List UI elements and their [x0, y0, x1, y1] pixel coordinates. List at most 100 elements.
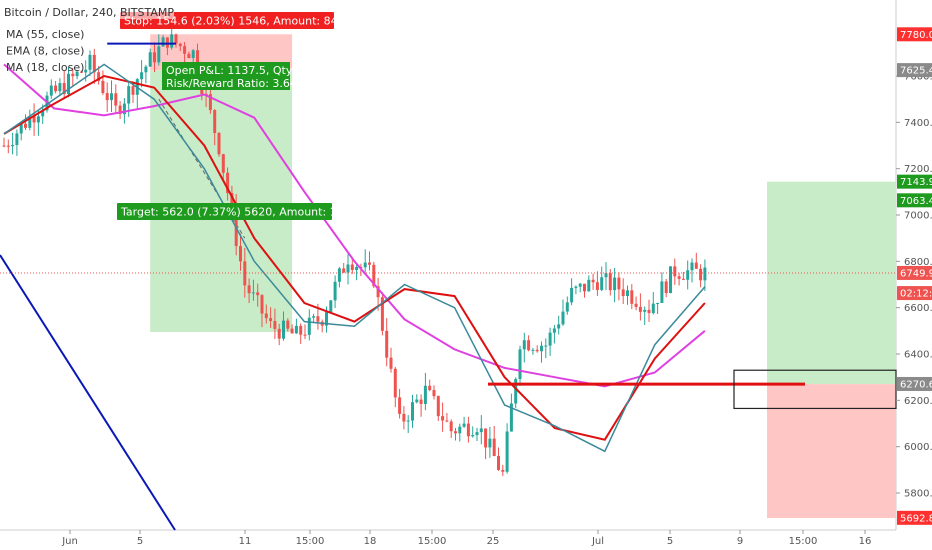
candle-body [49, 85, 53, 96]
candle-body [217, 132, 221, 155]
candle-body [213, 110, 217, 133]
candle-body [591, 279, 595, 283]
candle-body [75, 71, 79, 77]
candle-body [226, 172, 230, 194]
stop-label: Stop: 154.6 (2.03%) 1546, Amount: 845.4 [124, 15, 355, 28]
target-label-box[interactable] [117, 203, 332, 220]
candle-body [423, 385, 427, 404]
candle-body [454, 431, 457, 434]
candle-body [531, 349, 535, 351]
long-position-box[interactable] [733, 369, 897, 410]
candle-body [127, 86, 131, 104]
candle-body [178, 43, 182, 47]
candle-body [595, 282, 599, 290]
x-tick-label: 15:00 [789, 536, 818, 547]
price-tag [897, 510, 932, 525]
candle-body [518, 349, 522, 380]
candle-body [402, 413, 406, 422]
candle-body [350, 264, 354, 270]
candle-body [41, 110, 45, 117]
candle-body [11, 145, 15, 147]
candle-body [269, 318, 273, 321]
candle-body [419, 399, 423, 404]
candle-body [574, 286, 578, 288]
candle-body [703, 267, 707, 281]
price-tag-label: 7780.0 [900, 30, 932, 41]
candle-body [105, 93, 109, 101]
candle-body [608, 273, 612, 291]
candle-body [669, 266, 672, 294]
candle-body [449, 421, 453, 432]
candle-body [19, 123, 23, 134]
candle-body [28, 116, 32, 128]
x-tick-label: 9 [737, 536, 743, 547]
y-tick-label: 7000.0 [904, 211, 932, 222]
long-target-zone [767, 181, 896, 385]
target-label: Target: 562.0 (7.37%) 5620, Amount: 1562 [120, 206, 358, 219]
candle-body [273, 320, 277, 329]
candle-body [221, 154, 225, 173]
chart-title: Bitcoin / Dollar, 240, BITSTAMP [4, 6, 174, 19]
candle-body [208, 94, 212, 111]
y-tick-label: 7400.0 [904, 118, 932, 129]
candle-body [406, 420, 410, 422]
candle-body [522, 340, 526, 350]
candle-body [363, 262, 367, 268]
candle-body [355, 266, 359, 270]
price-tag-label: 7625.4 [900, 66, 932, 77]
candle-body [505, 431, 509, 472]
candle-body [484, 428, 488, 448]
candle-body [638, 306, 642, 312]
candle-body [677, 276, 681, 279]
candle-body [445, 420, 449, 422]
candle-body [346, 264, 350, 273]
candle-body [436, 396, 440, 417]
candle-body [694, 262, 698, 269]
y-tick-label: 6600.0 [904, 303, 932, 314]
candle-body [294, 325, 298, 334]
candle-body [183, 46, 187, 54]
candle-body [389, 357, 393, 369]
candle-body [230, 193, 234, 207]
candle-body [140, 72, 144, 80]
candle-body [411, 402, 414, 421]
candle-body [699, 268, 703, 281]
candle-body [282, 320, 285, 339]
candle-body [58, 83, 62, 92]
candle-body [613, 277, 617, 291]
candle-body [660, 281, 664, 303]
candle-body [664, 281, 668, 294]
candle-body [153, 52, 156, 63]
candle-body [681, 278, 685, 280]
candle-body [251, 292, 255, 294]
candle-body [165, 37, 169, 48]
candle-body [466, 423, 470, 437]
candle-body [170, 34, 174, 48]
x-tick-label: 15:00 [296, 536, 325, 547]
candle-body [316, 316, 320, 322]
candle-body [651, 303, 655, 314]
candle-body [71, 73, 75, 77]
candle-body [621, 289, 625, 297]
candle-body [393, 368, 397, 398]
price-tag [897, 265, 932, 280]
y-tick-label: 5800.0 [904, 489, 932, 500]
x-tick-label: 16 [859, 536, 872, 547]
candle-body [187, 53, 191, 59]
candle-body [114, 93, 118, 106]
candle-body [548, 332, 552, 346]
price-tag [897, 174, 932, 189]
candle-body [471, 435, 475, 437]
long-stop-zone [767, 384, 896, 519]
x-tick-label: 18 [364, 536, 377, 547]
candle-body [15, 133, 19, 146]
x-tick-label: 15:00 [418, 536, 447, 547]
candle-body [398, 397, 402, 414]
candle-body [479, 428, 483, 433]
candle-body [110, 93, 113, 101]
candle-body [561, 311, 565, 325]
candle-body [428, 385, 432, 391]
trend-line[interactable] [0, 254, 176, 531]
open-pl-box[interactable] [162, 62, 290, 90]
